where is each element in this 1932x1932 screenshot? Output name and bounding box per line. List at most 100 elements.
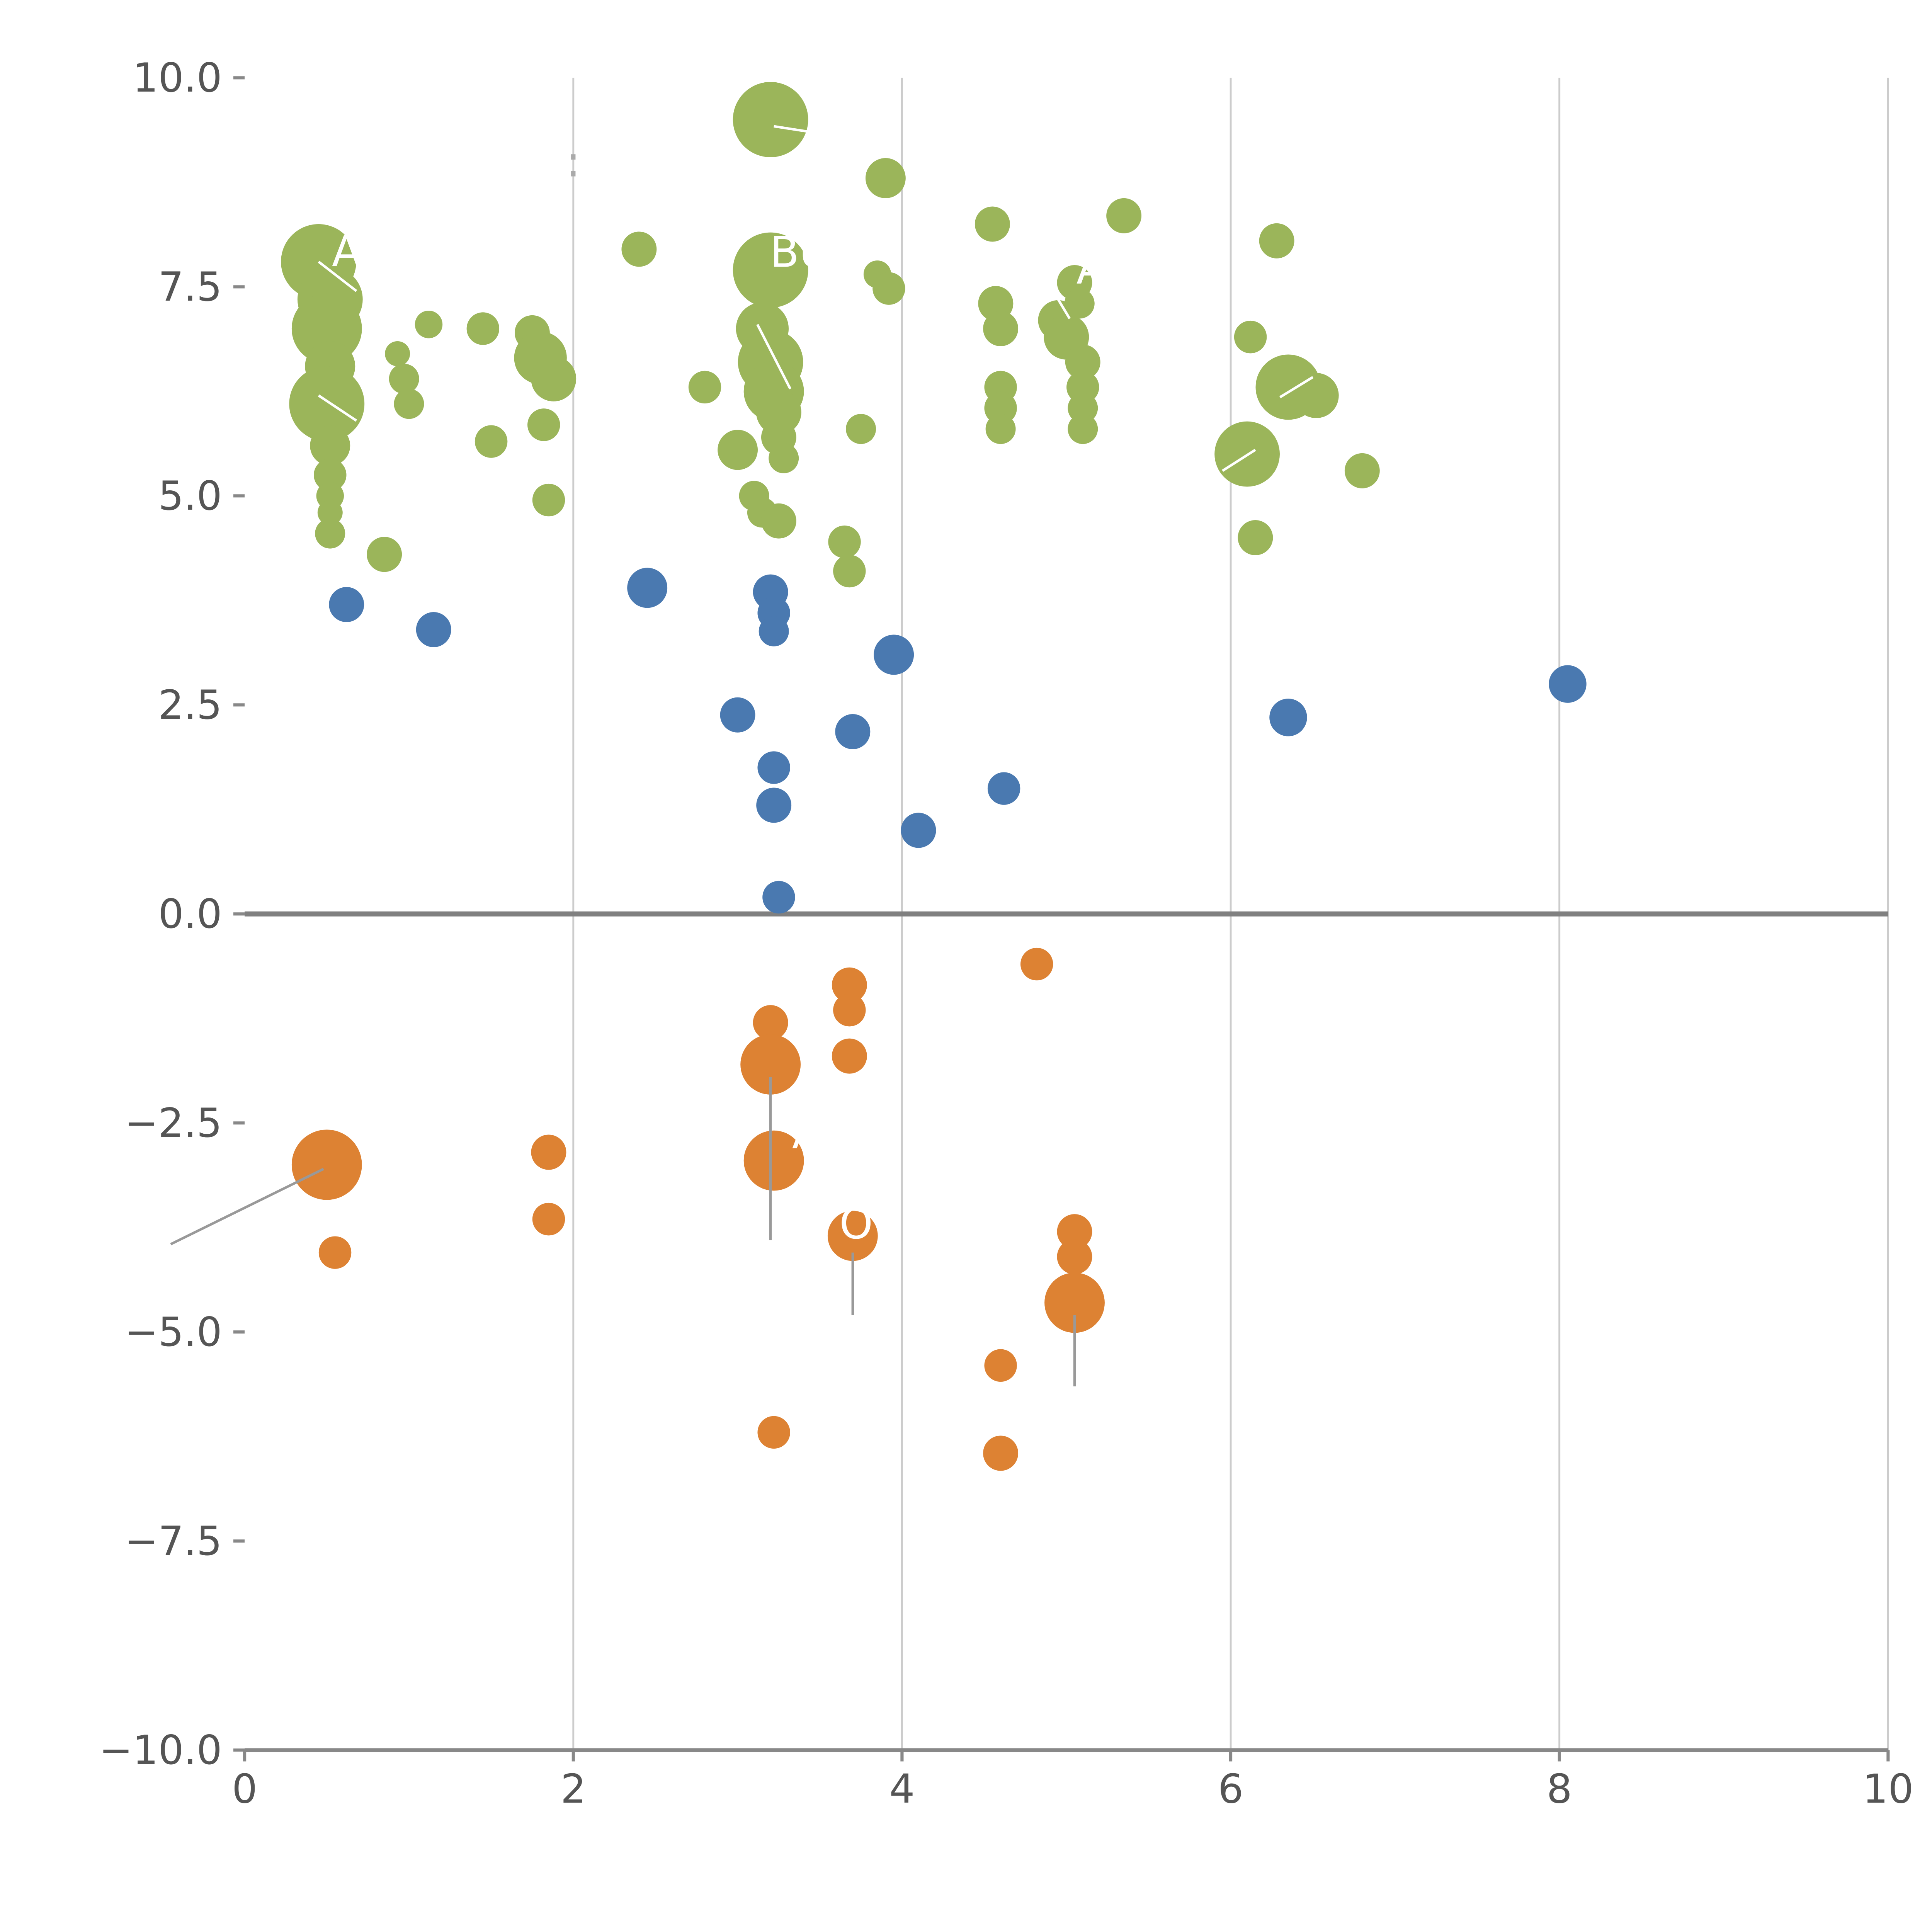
- data-point-orange: [1057, 1214, 1092, 1250]
- data-point-green: [315, 518, 345, 549]
- data-point-orange: [532, 1202, 565, 1236]
- x-tick-label: 0: [232, 1766, 257, 1813]
- data-point-green: [317, 500, 343, 526]
- data-point-green: [1065, 344, 1100, 380]
- data-point-green: [1344, 453, 1380, 488]
- x-tick-label: 8: [1547, 1766, 1572, 1813]
- data-point-green: [1293, 373, 1339, 418]
- data-point-blue: [987, 772, 1020, 805]
- data-point-blue: [835, 714, 871, 749]
- data-point-green: [389, 364, 419, 394]
- data-point-blue: [416, 612, 451, 647]
- data-point-blue: [1269, 699, 1307, 736]
- data-point-green: [385, 341, 410, 366]
- annotation-leader-line-white: [1279, 376, 1314, 398]
- y-tick-label: 10.0: [133, 54, 222, 101]
- data-point-orange: [833, 993, 866, 1027]
- data-point-green: [761, 503, 796, 539]
- data-point-green: [733, 232, 808, 308]
- x-tick-label: 2: [561, 1766, 586, 1813]
- data-point-green: [1064, 288, 1095, 319]
- annotations: A BU A A OT:: [332, 138, 1105, 1249]
- leader-lines: [170, 125, 1314, 1386]
- data-point-green: [1238, 520, 1273, 555]
- point-label: A: [792, 1109, 821, 1158]
- x-tick-label: 10: [1862, 1766, 1913, 1813]
- data-point-green: [833, 554, 866, 588]
- data-point-blue: [756, 787, 792, 823]
- data-point-green: [532, 483, 565, 517]
- data-point-green: [975, 206, 1010, 242]
- data-point-green: [984, 391, 1017, 425]
- data-point-blue: [874, 634, 914, 675]
- data-point-blue: [901, 813, 936, 848]
- axes: [233, 76, 1890, 1762]
- data-point-green: [474, 425, 508, 458]
- data-point-green: [367, 537, 402, 572]
- annotation-leader-line: [170, 1168, 324, 1245]
- y-tick-label: −7.5: [124, 1518, 222, 1565]
- data-point-orange: [1020, 947, 1053, 981]
- point-label: :: [566, 138, 580, 187]
- data-point-blue: [720, 697, 755, 733]
- data-point-blue: [762, 881, 795, 914]
- y-tick-label: −2.5: [124, 1100, 222, 1146]
- data-point-blue: [1549, 665, 1587, 703]
- data-point-orange: [984, 1349, 1017, 1382]
- data-point-blue: [757, 751, 790, 784]
- data-point-orange: [318, 1236, 352, 1269]
- data-point-green: [688, 371, 721, 404]
- data-point-orange: [740, 1034, 801, 1095]
- x-tick-label: 6: [1218, 1766, 1243, 1813]
- point-label: A: [1077, 245, 1106, 294]
- data-point-orange: [832, 1038, 867, 1074]
- data-point-green: [769, 443, 799, 473]
- data-point-green: [733, 82, 808, 157]
- y-tick-label: 7.5: [158, 264, 222, 310]
- data-point-orange: [757, 1416, 790, 1449]
- data-point-orange: [753, 1005, 788, 1041]
- data-point-green: [983, 311, 1019, 346]
- data-point-orange: [1044, 1272, 1105, 1333]
- data-point-green: [872, 272, 905, 305]
- data-point-green: [289, 366, 365, 442]
- annotation-leader-line-white: [756, 324, 792, 389]
- data-point-orange: [531, 1134, 566, 1170]
- data-point-orange: [743, 1130, 804, 1191]
- data-point-orange: [983, 1435, 1019, 1471]
- point-label: OT: [839, 1199, 899, 1249]
- annotation-leader-line-white: [1057, 299, 1071, 320]
- data-point-green: [314, 458, 347, 492]
- data-point-green: [466, 312, 500, 345]
- annotation-leader-line-white: [318, 260, 357, 292]
- data-point-green: [310, 425, 350, 466]
- data-point-green: [621, 231, 657, 267]
- data-point-orange: [832, 967, 867, 1003]
- x-tick-label: 4: [889, 1766, 915, 1813]
- data-point-green: [415, 310, 443, 338]
- y-tick-label: 0.0: [158, 891, 222, 937]
- tick-labels: 0 2 4 6 8 10 10.0 7.5 5.0 2.5 0.0 −2.5 −5.0 −7.5 −10.0: [99, 54, 1913, 1813]
- data-point-green: [718, 430, 758, 470]
- data-point-green: [846, 414, 876, 444]
- data-point-green: [1234, 320, 1267, 354]
- data-point-orange: [827, 1211, 878, 1261]
- data-point-green: [394, 389, 424, 419]
- data-point-green: [985, 414, 1016, 444]
- annotation-leader-line-white: [318, 394, 357, 422]
- data-point-orange: [291, 1129, 362, 1200]
- data-point-green: [1068, 393, 1098, 423]
- data-point-green: [1259, 223, 1294, 259]
- y-tick-label: 2.5: [158, 682, 222, 728]
- y-tick-label: −10.0: [99, 1727, 222, 1774]
- y-tick-label: 5.0: [158, 473, 222, 519]
- data-point-green: [756, 389, 801, 435]
- data-point-green: [527, 408, 560, 441]
- point-label: BU: [770, 228, 830, 277]
- annotation-leader-line-white: [774, 125, 812, 134]
- data-point-green: [1068, 414, 1098, 444]
- data-point-blue: [329, 587, 364, 622]
- point-label: A: [332, 227, 361, 276]
